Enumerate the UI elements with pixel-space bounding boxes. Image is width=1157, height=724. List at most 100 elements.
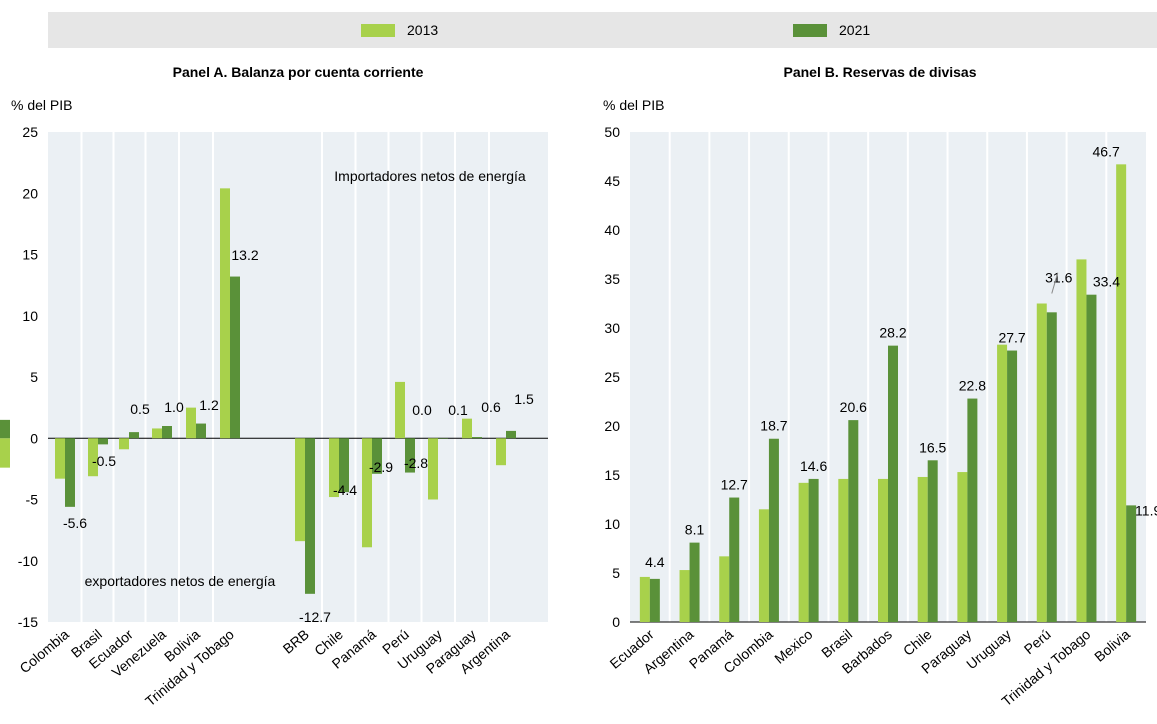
panel-a-plot-area [48, 132, 548, 622]
panel-b-bar-2013-0 [639, 576, 650, 622]
panel-a-bar-2013-2 [119, 438, 129, 450]
panel-b-data-label: 31.6 [1045, 270, 1072, 286]
panel-b-category-label: Bolivia [1091, 626, 1133, 665]
panel-b-bar-2021-10 [1046, 312, 1057, 622]
panel-b-title: Panel B. Reservas de divisas [783, 64, 977, 80]
panel-a-data-label: -12.7 [299, 609, 331, 625]
panel-b-bar-2013-1 [679, 570, 690, 622]
panel-b-data-label: 12.7 [721, 477, 748, 493]
panel-a-bar-2013-8 [362, 438, 372, 548]
panel-a-bar-2013-5 [220, 188, 230, 439]
panel-a-category-label: BRB [280, 626, 312, 657]
panel-b-data-label: 16.5 [919, 439, 946, 455]
panel-b-bar-2013-9 [997, 344, 1008, 622]
panel-a-bar-2013-3 [152, 428, 162, 439]
panel-a-bar-2021-9 [405, 438, 415, 473]
panel-b-bar-2021-0 [649, 578, 660, 622]
panel-b-ytick-label: 20 [604, 418, 620, 434]
legend-swatch-2021 [793, 23, 827, 37]
panel-a-bar-2013-13 [0, 438, 10, 468]
panel-b-bar-2013-7 [917, 476, 928, 622]
panel-a-data-label: -0.5 [92, 453, 116, 469]
panel-b-bar-2013-10 [1036, 303, 1047, 622]
panel-b-bar-2021-11 [1086, 294, 1097, 622]
panel-a-bar-2021-4 [196, 423, 206, 439]
panel-a-bar-2013-10 [428, 438, 438, 500]
panel-b-category-label: Mexico [771, 626, 815, 667]
panel-b-bar-2013-6 [878, 478, 888, 622]
panel-a-bar-2021-11 [472, 437, 482, 439]
panel-a-data-label: -2.9 [369, 459, 393, 475]
panel-b-data-label: 28.2 [879, 325, 906, 341]
panel-a-ytick-label: -10 [18, 553, 38, 569]
panel-a-bar-2021-10 [438, 438, 448, 439]
panel-a-bar-2013-11 [462, 418, 472, 439]
panel-a-title: Panel A. Balanza por cuenta corriente [172, 64, 424, 80]
panel-b-data-label: 20.6 [840, 399, 867, 415]
panel-a-data-label: -4.4 [333, 482, 357, 498]
panel-a-bar-2021-8 [372, 438, 382, 474]
panel-a-data-label: 1.2 [199, 397, 219, 413]
panel-b-ytick-label: 10 [604, 516, 620, 532]
panel-b-ylabel: % del PIB [603, 97, 665, 113]
panel-a-bar-2021-2 [129, 432, 139, 439]
panel-a-bar-2021-6 [305, 438, 315, 594]
panel-b-ytick-label: 30 [604, 320, 620, 336]
panel-a-bar-2021-12 [506, 430, 516, 439]
panel-a-bar-2013-4 [186, 407, 196, 439]
panel-b-data-label: 18.7 [760, 418, 787, 434]
panel-b-bar-2021-6 [888, 345, 898, 622]
panel-a-data-label: 0.1 [448, 402, 468, 418]
panel-b-bar-2013-2 [719, 556, 730, 622]
panel-a-data-label: 13.2 [231, 247, 258, 263]
panel-a-data-label: 0.5 [130, 401, 150, 417]
panel-a-ytick-label: 0 [30, 430, 38, 446]
panel-a-ytick-label: 25 [22, 124, 38, 140]
panel-a-bar-2013-6 [295, 438, 305, 542]
panel-a-bar-2013-12 [496, 438, 506, 466]
panel-b-bar-2021-1 [689, 542, 700, 622]
panel-b-ytick-label: 25 [604, 369, 620, 385]
panel-b-data-label: 14.6 [800, 458, 827, 474]
panel-a-data-label: 0.6 [481, 399, 501, 415]
panel-b-ytick-label: 0 [612, 614, 620, 630]
legend-label-2021: 2021 [839, 22, 871, 38]
panel-b-bar-2021-4 [808, 478, 819, 622]
panel-b-data-label: 4.4 [645, 554, 665, 570]
panel-b-ytick-label: 40 [604, 222, 620, 238]
panel-a-data-label: -2.8 [404, 455, 428, 471]
panel-a-data-label: 1.0 [164, 399, 184, 415]
panel-a-ylabel: % del PIB [11, 97, 73, 113]
panel-b-bar-2021-7 [927, 460, 938, 622]
panel-a-ytick-label: -15 [18, 614, 38, 630]
legend-item-2021: 2021 [793, 12, 870, 48]
panel-b-bar-2013-11 [1076, 259, 1087, 622]
panel-a-bar-2021-0 [65, 438, 75, 507]
panel-b-ytick-label: 5 [612, 565, 620, 581]
panel-b-data-label-bolivia-2013: 46.7 [1093, 143, 1120, 159]
panel-b-data-label: 27.7 [998, 330, 1025, 346]
panel-b-data-label: 22.8 [959, 378, 986, 394]
panel-b-bar-2021-8 [967, 398, 978, 622]
panel-a-bar-2021-7 [339, 438, 349, 493]
panel-b-data-label: 11.9 [1135, 502, 1157, 518]
panel-b-bar-2013-8 [957, 472, 968, 622]
panel-b-bar-2013-5 [838, 478, 849, 622]
panel-a-bar-2021-13 [0, 419, 10, 439]
panel-b-ytick-label: 35 [604, 271, 620, 287]
panel-b-ytick-label: 15 [604, 467, 620, 483]
panel-a-ytick-label: 5 [30, 369, 38, 385]
panel-a-data-label: 0.0 [412, 402, 432, 418]
panel-b-bar-2021-9 [1007, 350, 1018, 622]
panel-a-bar-2021-1 [98, 438, 108, 445]
panel-b-bar-2021-5 [848, 420, 859, 622]
panel-a-ytick-label: 15 [22, 247, 38, 263]
panel-a-ytick-label: 10 [22, 308, 38, 324]
panel-a-data-label: -5.6 [63, 515, 87, 531]
panel-b-peru-leader [1051, 272, 1059, 294]
panel-b-bar-2021-12 [1126, 505, 1137, 622]
panel-b-data-label: 8.1 [685, 522, 705, 538]
panel-a-data-label: 1.5 [514, 391, 534, 407]
panel-b-category-label: Uruguay [963, 626, 1014, 672]
